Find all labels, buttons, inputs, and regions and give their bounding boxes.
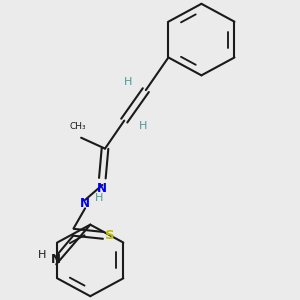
Text: N: N [51, 253, 61, 266]
Text: H: H [123, 77, 132, 87]
Text: N: N [98, 182, 107, 195]
Text: S: S [104, 229, 114, 242]
Text: H: H [95, 193, 103, 203]
Text: H: H [38, 250, 46, 260]
Text: N: N [80, 197, 90, 210]
Text: CH₃: CH₃ [70, 122, 86, 131]
Text: H: H [139, 121, 148, 131]
